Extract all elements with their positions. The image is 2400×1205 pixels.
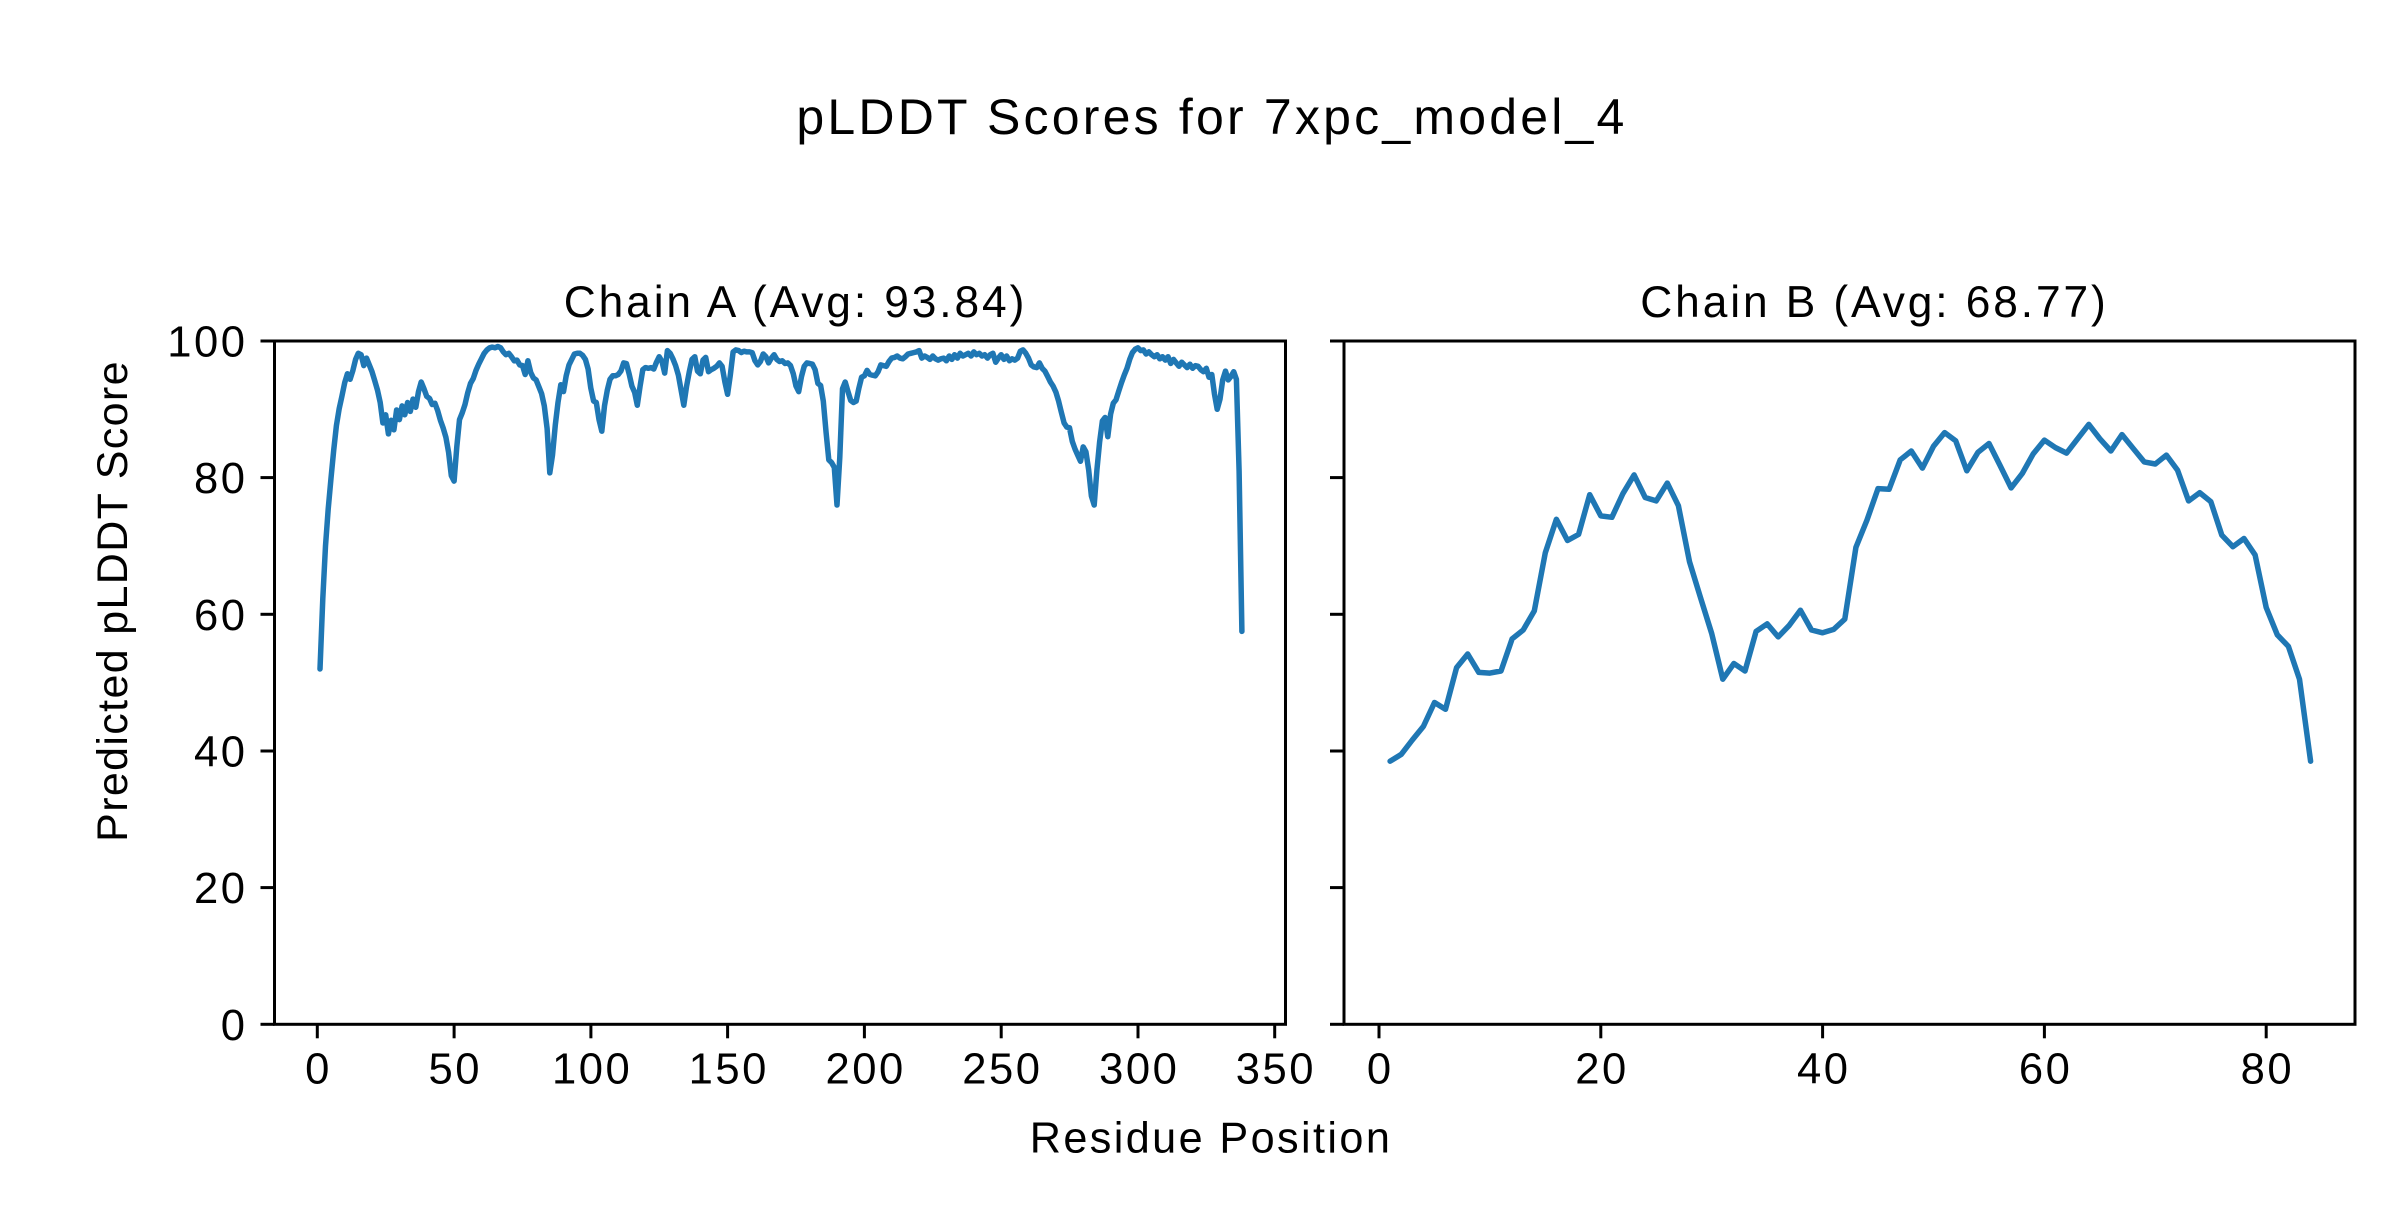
svg-text:250: 250 <box>962 1046 1042 1094</box>
svg-text:Chain A (Avg: 93.84): Chain A (Avg: 93.84) <box>564 278 1028 327</box>
svg-text:pLDDT Scores for 7xpc_model_4: pLDDT Scores for 7xpc_model_4 <box>796 89 1627 145</box>
svg-text:150: 150 <box>689 1046 769 1094</box>
svg-text:50: 50 <box>429 1046 483 1094</box>
svg-text:60: 60 <box>2019 1046 2073 1094</box>
svg-text:350: 350 <box>1236 1046 1316 1094</box>
svg-text:Chain B (Avg: 68.77): Chain B (Avg: 68.77) <box>1640 278 2108 327</box>
svg-text:Residue Position: Residue Position <box>1030 1115 1393 1163</box>
svg-text:60: 60 <box>194 592 248 640</box>
svg-text:100: 100 <box>552 1046 632 1094</box>
svg-text:20: 20 <box>1575 1046 1629 1094</box>
svg-text:20: 20 <box>194 865 248 913</box>
svg-text:200: 200 <box>825 1046 905 1094</box>
svg-text:100: 100 <box>167 319 247 367</box>
svg-text:40: 40 <box>194 729 248 777</box>
svg-text:40: 40 <box>1797 1046 1851 1094</box>
svg-text:80: 80 <box>2241 1046 2295 1094</box>
svg-text:0: 0 <box>305 1046 332 1094</box>
svg-text:Predicted pLDDT Score: Predicted pLDDT Score <box>89 360 137 842</box>
svg-text:0: 0 <box>1367 1046 1394 1094</box>
svg-text:0: 0 <box>221 1002 248 1050</box>
svg-text:80: 80 <box>194 455 248 503</box>
svg-text:300: 300 <box>1099 1046 1179 1094</box>
